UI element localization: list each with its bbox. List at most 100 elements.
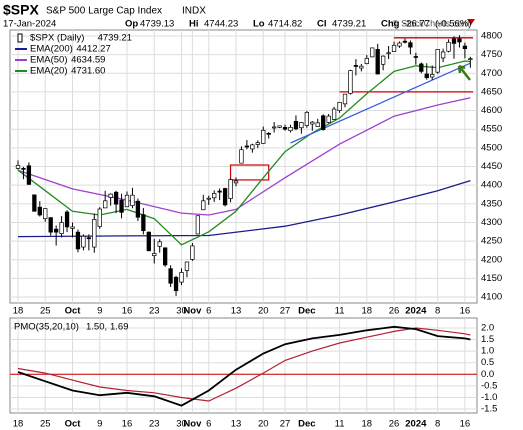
candle-body: [119, 199, 124, 213]
x-tick-label: 13: [231, 419, 242, 430]
legend-name: EMA(20): [30, 66, 67, 77]
y-tick-label: 0.5: [481, 357, 494, 368]
candle-body: [168, 268, 173, 284]
x-tick-label: 27: [280, 419, 291, 430]
candle-body: [408, 42, 413, 48]
x-tick-label: Oct: [65, 306, 82, 317]
x-tick-label: 9: [97, 419, 102, 430]
highlight-box: [229, 164, 270, 181]
candle-body: [381, 55, 386, 65]
candle-body: [43, 208, 48, 220]
candle-body: [195, 215, 201, 235]
x-tick-label: 26: [389, 306, 400, 317]
pmo-title: PMO(35,20,10): [14, 322, 79, 333]
candle-body: [457, 38, 462, 43]
candle-body: [222, 188, 228, 206]
candle-body: [146, 231, 151, 252]
candle-body: [135, 200, 141, 218]
trend-line: [290, 62, 471, 144]
candle-body: [184, 261, 190, 271]
candle-body: [53, 228, 59, 233]
candle-body: [152, 253, 157, 256]
y-tick-label: 4250: [481, 236, 502, 247]
candle-body: [59, 222, 64, 234]
candle-body: [163, 247, 168, 266]
x-tick-label: 16: [122, 306, 133, 317]
candle-body: [250, 144, 255, 150]
x-tick-label: 18: [13, 419, 24, 430]
pmo-legend-value: 1.50,: [86, 322, 107, 333]
candle-body: [391, 44, 397, 52]
candle-body: [386, 52, 391, 55]
candle-body: [424, 73, 429, 79]
x-tick-label: 8: [435, 306, 440, 317]
quote-value: 4744.23: [204, 19, 238, 30]
x-tick-label: Oct: [65, 419, 82, 430]
x-tick-label: 27: [280, 306, 291, 317]
candle-body: [364, 57, 369, 64]
x-tick-label: 20: [258, 306, 269, 317]
x-tick-label: 18: [362, 306, 373, 317]
candle-body: [315, 122, 320, 127]
y-tick-label: 4450: [481, 161, 502, 172]
candle-body: [402, 40, 408, 43]
candle-body: [190, 245, 195, 260]
legend-value: 4739.21: [98, 33, 132, 44]
x-tick-label: 9: [97, 306, 102, 317]
y-tick-label: 4150: [481, 273, 502, 284]
candle-body: [348, 70, 353, 94]
candle-body: [157, 241, 162, 247]
quote-label: Hi: [189, 19, 199, 30]
candle-body: [462, 45, 468, 49]
candle-body: [113, 191, 119, 205]
x-tick-label: 2024: [405, 306, 427, 317]
candle-body: [108, 193, 113, 198]
candle-body: [266, 132, 271, 135]
watermark: © StockCharts.com: [392, 18, 470, 28]
x-tick-label: 16: [460, 306, 471, 317]
quote-value: 4739.13: [140, 19, 174, 30]
x-tick-label: 8: [435, 419, 440, 430]
y-tick-label: 2.0: [481, 322, 494, 333]
x-tick-label: 25: [40, 419, 51, 430]
x-tick-label: Nov: [183, 419, 202, 430]
x-tick-label: 18: [13, 306, 24, 317]
pmo-line: [17, 325, 471, 407]
x-tick-label: 26: [389, 419, 400, 430]
candle-body: [86, 237, 92, 240]
candle-body: [288, 126, 293, 132]
candle-body: [124, 194, 130, 208]
candle-body: [212, 193, 217, 199]
candle-body: [375, 49, 380, 75]
x-tick-label: 23: [149, 419, 160, 430]
y-tick-label: 1.5: [481, 334, 494, 345]
quote-label: Cl: [317, 19, 327, 30]
candle-body: [97, 208, 102, 227]
candle-body: [326, 115, 331, 123]
y-tick-label: 4700: [481, 68, 502, 79]
candle-body: [233, 180, 239, 184]
y-tick-label: 4400: [481, 180, 502, 191]
candle-body: [413, 56, 418, 58]
y-tick-label: 4200: [481, 254, 502, 265]
x-tick-label: Nov: [183, 306, 202, 317]
x-tick-label: 11: [335, 419, 345, 430]
y-tick-label: 1.0: [481, 346, 494, 357]
legend-name: $SPX (Daily): [30, 33, 84, 44]
candle-body: [293, 121, 299, 130]
legend-value: 4634.59: [71, 55, 105, 66]
candle-body: [435, 49, 440, 73]
candle-body: [228, 179, 233, 199]
y-tick-label: -1.0: [481, 392, 497, 403]
candle-body: [337, 102, 342, 111]
y-tick-label: 4350: [481, 198, 502, 209]
candle-body: [173, 276, 179, 292]
candle-body: [92, 219, 97, 248]
x-tick-label: 30: [176, 419, 187, 430]
candle-body: [440, 51, 446, 59]
legend-name: EMA(200): [30, 44, 73, 55]
pmo-legend-value: 1.69: [110, 322, 129, 333]
candle-body: [321, 115, 326, 130]
y-tick-label: 4100: [481, 292, 502, 303]
